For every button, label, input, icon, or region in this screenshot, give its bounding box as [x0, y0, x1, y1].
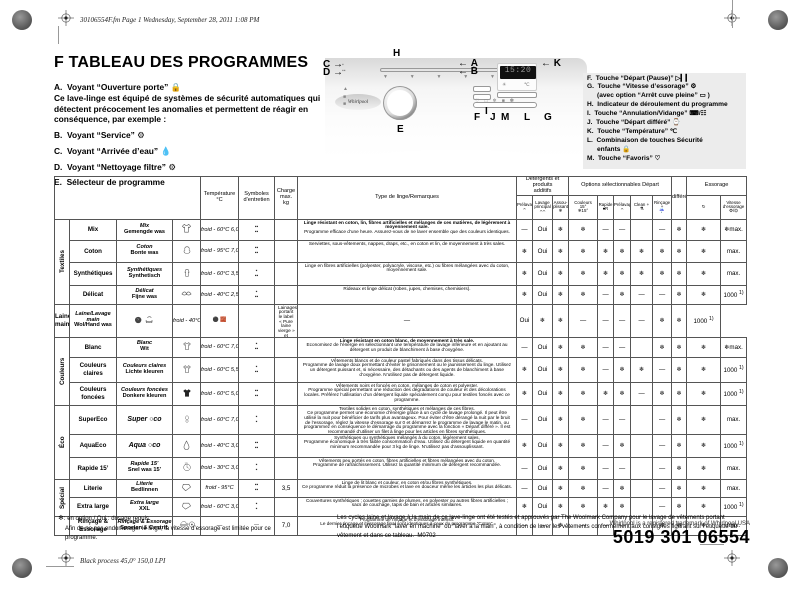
svg-text:15: 15 — [184, 462, 188, 466]
